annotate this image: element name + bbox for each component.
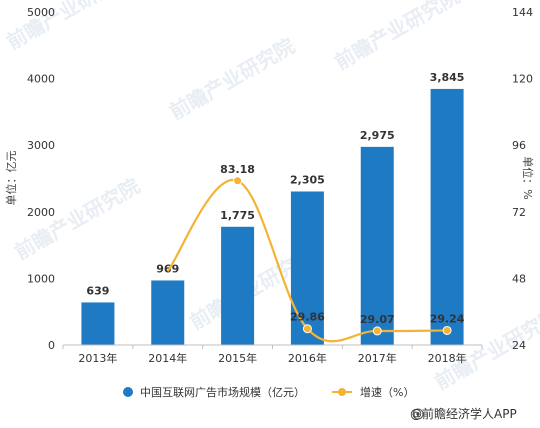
left-tick-label: 5000 [27,6,55,19]
growth-data-label: 29.07 [360,313,395,326]
growth-data-label: 83.18 [220,163,255,176]
left-tick-label: 0 [48,339,55,352]
watermark: 前瞻产业研究院 [166,34,299,125]
bar [430,88,464,345]
right-axis: 24 48 72 96 120 144 [512,6,533,352]
growth-point [302,324,312,334]
growth-data-label: 29.86 [290,311,325,324]
source-credit: @前瞻经济学人APP [410,406,517,421]
legend-line-label: 增速（%） [360,385,414,399]
x-tick-label: 2018年 [428,351,467,365]
growth-point [372,326,382,336]
growth-data-label: 29.24 [430,312,465,325]
left-tick-label: 4000 [27,73,55,86]
bar-data-label: 639 [86,284,109,297]
bar-data-label: 2,305 [290,173,325,186]
weibo-icon [412,408,424,420]
growth-line [166,178,448,343]
growth-point [442,325,452,335]
source-text: @前瞻经济学人APP [410,406,517,421]
left-axis: 0 1000 2000 3000 4000 5000 [27,6,55,352]
x-axis: 2013年 2014年 2015年 2016年 2017年 2018年 [62,344,483,365]
right-tick-label: 96 [512,139,526,152]
x-tick-label: 2016年 [288,351,327,365]
left-tick-label: 3000 [27,139,55,152]
watermark: 前瞻产业研究院 [331,0,464,74]
right-tick-label: 72 [512,206,526,219]
right-tick-label: 48 [512,272,526,285]
left-tick-label: 1000 [27,272,55,285]
legend-bar-marker [123,387,133,397]
bar [360,146,394,345]
legend: 中国互联网广告市场规模（亿元） 增速（%） [123,385,414,399]
legend-bar-label: 中国互联网广告市场规模（亿元） [140,385,305,399]
bar-data-label: 969 [156,262,179,275]
bar-data-label: 2,975 [360,129,395,142]
bar-series: 639 969 1,775 2,305 2,975 3,845 [81,71,464,345]
weibo-icon-dot [416,412,420,416]
line-series: 83.18 29.86 29.07 29.24 [166,163,465,343]
right-tick-label: 144 [512,6,533,19]
left-axis-title: 单位：亿元 [4,151,18,206]
x-tick-label: 2014年 [148,351,187,365]
bar [221,226,255,345]
bar [81,302,115,345]
x-tick-label: 2013年 [78,351,117,365]
watermark: 前瞻产业研究院 [3,0,136,54]
left-tick-label: 2000 [27,206,55,219]
right-axis-title: 单位：% [521,156,535,199]
watermark: 前瞻产业研究院 [11,174,144,265]
legend-line-dot [338,388,346,396]
bar [151,280,185,345]
bar [290,191,324,345]
growth-point [233,176,243,186]
right-tick-label: 120 [512,73,533,86]
x-tick-label: 2017年 [358,351,397,365]
bar-data-label: 3,845 [430,71,465,84]
right-tick-label: 24 [512,339,526,352]
x-tick-label: 2015年 [218,351,257,365]
bar-data-label: 1,775 [220,209,255,222]
